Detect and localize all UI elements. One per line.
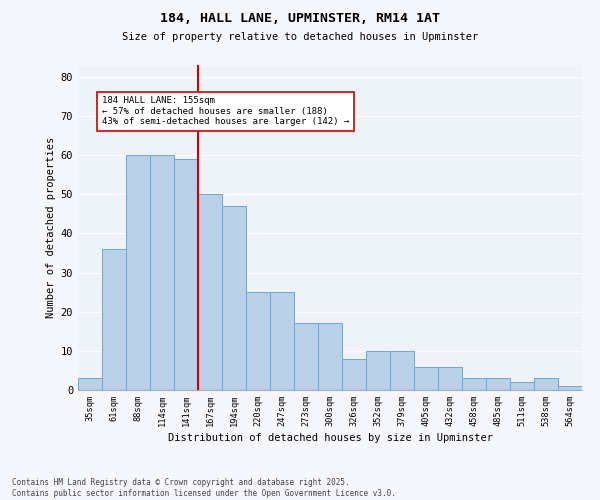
- Text: Size of property relative to detached houses in Upminster: Size of property relative to detached ho…: [122, 32, 478, 42]
- Text: 184, HALL LANE, UPMINSTER, RM14 1AT: 184, HALL LANE, UPMINSTER, RM14 1AT: [160, 12, 440, 26]
- Text: 184 HALL LANE: 155sqm
← 57% of detached houses are smaller (188)
43% of semi-det: 184 HALL LANE: 155sqm ← 57% of detached …: [102, 96, 349, 126]
- Bar: [222, 206, 246, 390]
- Bar: [174, 159, 198, 390]
- Bar: [534, 378, 558, 390]
- Bar: [102, 249, 126, 390]
- Bar: [438, 366, 462, 390]
- Bar: [318, 324, 342, 390]
- Y-axis label: Number of detached properties: Number of detached properties: [46, 137, 56, 318]
- Bar: [414, 366, 438, 390]
- X-axis label: Distribution of detached houses by size in Upminster: Distribution of detached houses by size …: [167, 434, 493, 444]
- Bar: [246, 292, 270, 390]
- Bar: [150, 155, 174, 390]
- Bar: [270, 292, 294, 390]
- Bar: [342, 358, 366, 390]
- Text: Contains HM Land Registry data © Crown copyright and database right 2025.
Contai: Contains HM Land Registry data © Crown c…: [12, 478, 396, 498]
- Bar: [78, 378, 102, 390]
- Bar: [510, 382, 534, 390]
- Bar: [126, 155, 150, 390]
- Bar: [198, 194, 222, 390]
- Bar: [486, 378, 510, 390]
- Bar: [558, 386, 582, 390]
- Bar: [294, 324, 318, 390]
- Bar: [462, 378, 486, 390]
- Bar: [366, 351, 390, 390]
- Bar: [390, 351, 414, 390]
